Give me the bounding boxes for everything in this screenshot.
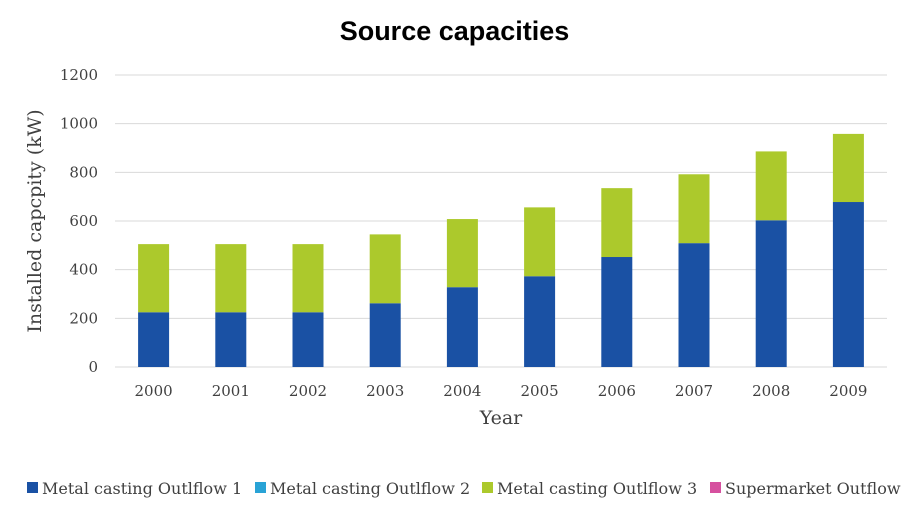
legend-swatch (255, 482, 266, 493)
x-tick-label: 2002 (289, 382, 327, 400)
legend: Metal casting Outlflow 1 Metal casting Ou… (27, 479, 901, 498)
bar-series-1 (524, 276, 556, 367)
bar-series-1 (755, 220, 787, 367)
x-tick-label: 2003 (366, 382, 404, 400)
y-tick-label: 1200 (60, 66, 98, 84)
bar-series-1 (832, 202, 864, 367)
bar-series-3 (138, 244, 170, 313)
x-tick-label: 2009 (829, 382, 867, 400)
bars (138, 133, 864, 367)
bar-series-3 (446, 219, 478, 288)
y-axis-title: Installed capcpity (kW) (24, 109, 46, 332)
bar-series-3 (369, 234, 401, 304)
y-tick-label: 0 (88, 358, 98, 376)
y-tick-label: 200 (69, 309, 98, 327)
legend-label: Metal casting Outlflow 1 (42, 479, 242, 498)
legend-swatch (482, 482, 493, 493)
bar-series-1 (601, 257, 633, 367)
x-tick-label: 2001 (212, 382, 250, 400)
x-tick-labels: 2000 2001 2002 2003 2004 2005 2006 2007 2008 2009 (135, 382, 868, 400)
bar-series-3 (292, 244, 324, 313)
legend-swatch (27, 482, 38, 493)
legend-label: Metal casting Outlflow 2 (270, 479, 470, 498)
y-tick-labels: 0 200 400 600 800 1000 1200 (60, 66, 98, 376)
legend-label: Metal casting Outlflow 3 (497, 479, 697, 498)
bar-series-1 (292, 312, 324, 367)
bar-series-3 (601, 188, 633, 258)
legend-label: Supermarket Outflow (725, 479, 901, 498)
bar-series-1 (446, 287, 478, 367)
bar-series-1 (138, 312, 170, 367)
bar-series-3 (755, 151, 787, 221)
y-tick-label: 400 (69, 261, 98, 279)
y-tick-label: 1000 (60, 115, 98, 133)
bar-series-3 (678, 174, 710, 244)
y-tick-label: 600 (69, 212, 98, 230)
bar-series-1 (215, 312, 247, 367)
bar-series-1 (678, 243, 710, 367)
x-tick-label: 2008 (752, 382, 790, 400)
x-axis-title: Year (479, 407, 523, 429)
chart-title: Source capacities (339, 16, 570, 46)
bar-series-1 (369, 303, 401, 367)
x-tick-label: 2004 (443, 382, 481, 400)
bar-series-3 (215, 244, 247, 313)
legend-swatch (710, 482, 721, 493)
x-tick-label: 2005 (521, 382, 559, 400)
y-tick-label: 800 (69, 163, 98, 181)
x-tick-label: 2000 (135, 382, 173, 400)
x-tick-label: 2006 (598, 382, 636, 400)
x-tick-label: 2007 (675, 382, 713, 400)
bar-series-3 (524, 207, 556, 277)
bar-series-3 (832, 133, 864, 203)
